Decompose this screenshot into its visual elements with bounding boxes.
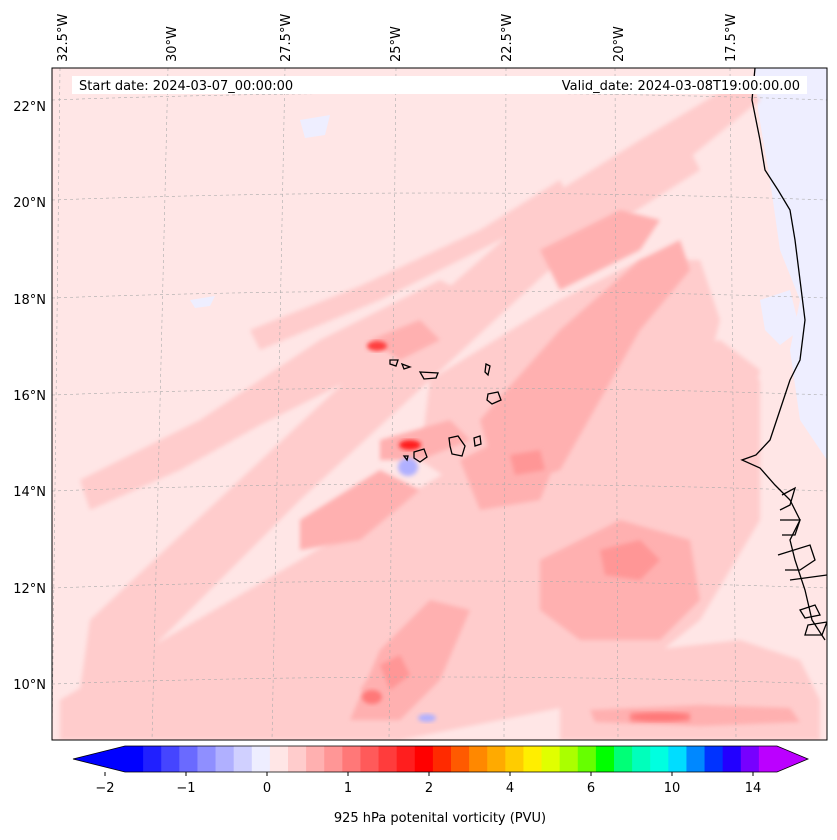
lon-label: 17.5°W	[724, 14, 739, 62]
colorbar-extend-min	[73, 746, 125, 772]
colorbar-tick-label: 10	[664, 781, 681, 796]
colorbar-label: 925 hPa potenital vorticity (PVU)	[334, 811, 546, 826]
lon-label: 20°W	[612, 26, 627, 62]
colorbar-extend-max	[777, 746, 808, 772]
colorbar-tick-label: −2	[95, 781, 114, 796]
colorbar-segment	[288, 746, 307, 772]
lat-label: 18°N	[13, 293, 46, 308]
colorbar-segment	[251, 746, 271, 772]
colorbar-segment	[559, 746, 579, 772]
colorbar-segment	[451, 746, 470, 772]
lon-label: 32.5°W	[56, 14, 71, 62]
coastline	[389, 68, 827, 641]
pv-streaks-medium	[300, 210, 800, 726]
lat-label: 12°N	[13, 582, 46, 597]
colorbar-segments	[73, 746, 808, 772]
colorbar-outline	[72, 745, 810, 773]
colorbar-tick-label: 4	[506, 781, 514, 796]
colorbar-tick-label: −1	[176, 781, 195, 796]
lat-label: 22°N	[13, 100, 46, 115]
colorbar-segment	[686, 746, 706, 772]
start-date: Start date: 2024-03-07_00:00:00	[79, 79, 293, 94]
colorbar-segment	[143, 746, 162, 772]
colorbar-tick-label: 0	[263, 781, 271, 796]
lon-label: 25°W	[389, 26, 404, 62]
valid-date: Valid_date: 2024-03-08T19:00:00.00	[562, 79, 800, 94]
colorbar-segment	[306, 746, 325, 772]
colorbar-segment	[197, 746, 217, 772]
colorbar-segment	[215, 746, 235, 772]
lat-label: 10°N	[13, 678, 46, 693]
latitude-labels: 22°N 20°N 18°N 16°N 14°N 12°N 10°N	[13, 100, 46, 693]
colorbar-segment	[577, 746, 597, 772]
lat-label: 16°N	[13, 389, 46, 404]
colorbar-segment	[614, 746, 633, 772]
lon-label: 30°W	[165, 26, 180, 62]
colorbar-segment	[650, 746, 669, 772]
colorbar-segment	[469, 746, 488, 772]
colorbar-tick-label: 1	[344, 781, 352, 796]
map-frame	[51, 67, 828, 741]
colorbar-ticks	[104, 772, 754, 776]
colorbar-segment	[668, 746, 687, 772]
colorbar-segment	[378, 746, 398, 772]
longitude-labels: 32.5°W 30°W 27.5°W 25°W 22.5°W 20°W 17.5…	[56, 14, 739, 62]
colorbar-segment	[342, 746, 361, 772]
lat-label: 20°N	[13, 196, 46, 211]
colorbar-segment	[595, 746, 615, 772]
colorbar-segment	[233, 746, 253, 772]
lon-label: 22.5°W	[500, 14, 515, 62]
colorbar-segment	[487, 746, 506, 772]
colorbar-segment	[179, 746, 198, 772]
colorbar-segment	[541, 746, 561, 772]
colorbar-segment	[505, 746, 524, 772]
colorbar-segment	[523, 746, 543, 772]
graticule	[52, 68, 827, 740]
colorbar-tick-label: 6	[587, 781, 595, 796]
colorbar-tick-label: 14	[745, 781, 762, 796]
colorbar-segment	[269, 746, 289, 772]
colorbar: −2 −1 0 1 2 4 6 10 14 925 hPa potenital …	[72, 745, 810, 826]
colorbar-segment	[740, 746, 760, 772]
lon-label: 27.5°W	[279, 14, 294, 62]
colorbar-segment	[414, 746, 434, 772]
colorbar-segment	[324, 746, 343, 772]
colorbar-segment	[704, 746, 724, 772]
map-area: Start date: 2024-03-07_00:00:00 Valid_da…	[52, 68, 827, 740]
colorbar-segment	[722, 746, 742, 772]
colorbar-segment	[396, 746, 416, 772]
pv-maxima	[362, 341, 690, 722]
colorbar-tick-label: 2	[425, 781, 433, 796]
colorbar-segment	[632, 746, 651, 772]
colorbar-segment	[125, 746, 144, 772]
colorbar-segment	[360, 746, 380, 772]
colorbar-segment	[432, 746, 452, 772]
colorbar-segment	[758, 746, 778, 772]
colorbar-segment	[161, 746, 180, 772]
date-band	[72, 76, 807, 94]
lat-label: 14°N	[13, 485, 46, 500]
